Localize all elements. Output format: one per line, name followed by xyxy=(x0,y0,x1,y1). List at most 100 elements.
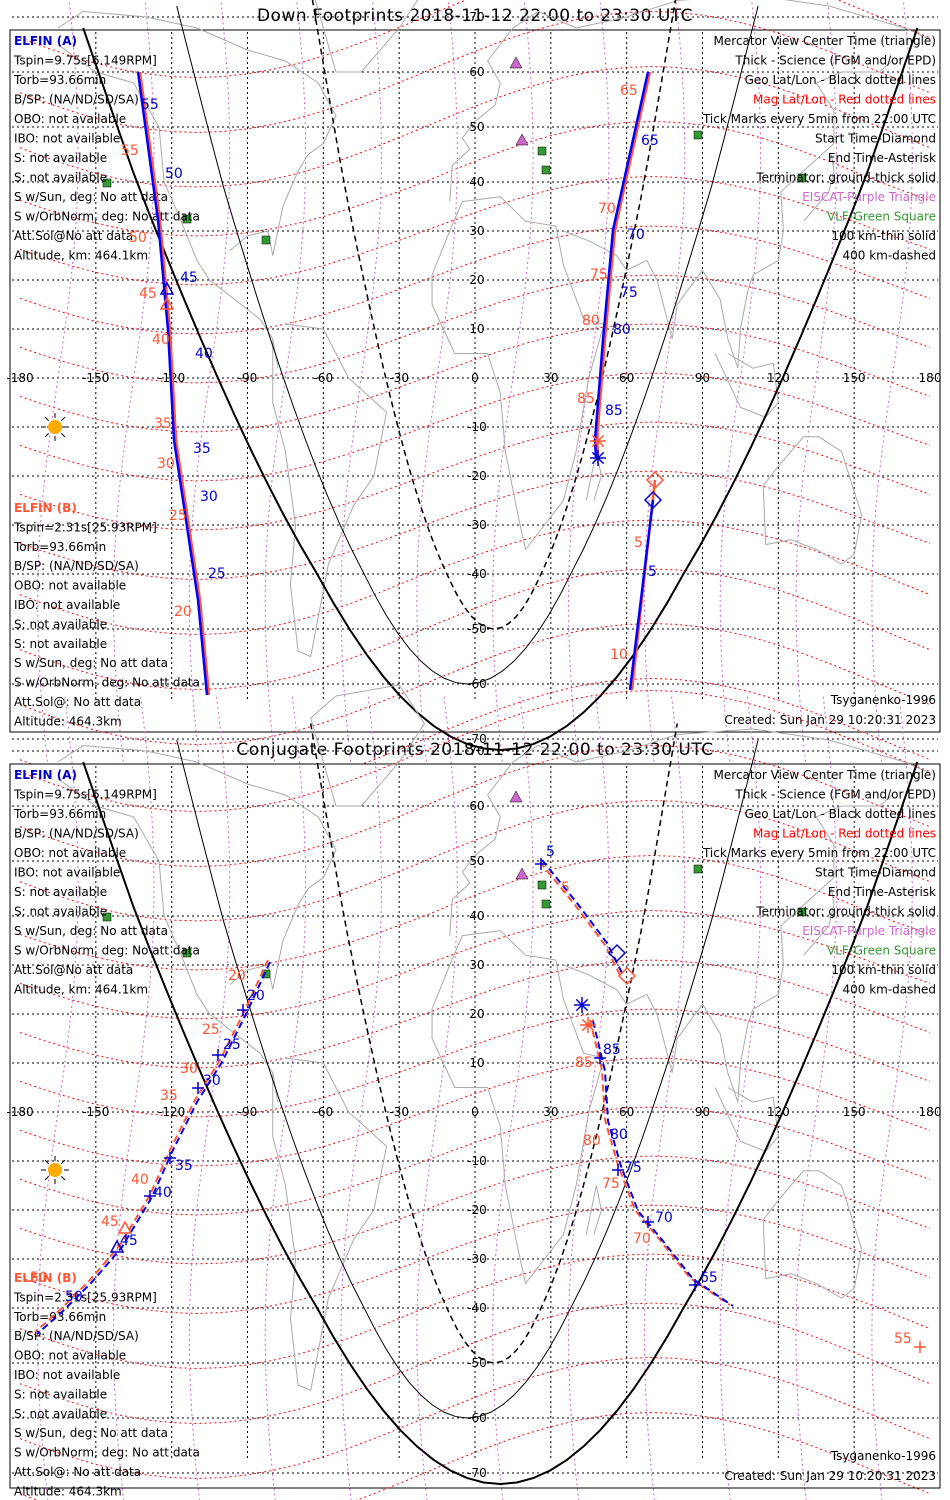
mag-meridian xyxy=(643,695,686,1500)
elfin-b-down-track xyxy=(138,71,211,696)
elfin-a-tick-label: 80 xyxy=(610,1127,628,1143)
sun-ray xyxy=(44,1176,49,1181)
legend-entry: Start Time-Diamond xyxy=(815,132,936,146)
elfin-b-tick-label: 10 xyxy=(610,647,628,663)
elfin-b-info: ELFIN (B) Tspin=2.31s[25.93RPM] Torb=93.66… xyxy=(13,1271,200,1498)
elfin-b-tick-label: 75 xyxy=(590,267,608,283)
end-time-asterisk xyxy=(591,451,605,465)
coastline xyxy=(57,778,279,1103)
legend-entry: Geo Lat/Lon - Black dotted lines xyxy=(745,807,936,821)
elfin-b-tick-label: 25 xyxy=(202,1022,220,1038)
lat-tick-label: -10 xyxy=(467,420,487,434)
elfin-b-info-line: B/SP: (NA/ND/SD/SA) xyxy=(14,1329,139,1343)
elfin-a-tick-label: 85 xyxy=(603,1042,621,1058)
elfin-a-tick-label: 5 xyxy=(546,844,555,860)
elfin-a-tick-label: 30 xyxy=(203,1073,221,1089)
legend-entry: End Time-Asterisk xyxy=(828,151,936,165)
vlf-square-icon xyxy=(541,165,551,175)
vlf-square-icon xyxy=(537,880,547,890)
elfin-b-tick-label: 75 xyxy=(602,1176,620,1192)
elfin-a-info-line: B/SP: (NA/ND/SD/SA) xyxy=(14,827,139,841)
elfin-b-info: ELFIN (B) Tspin=2.31s[25.93RPM] Torb=93.66… xyxy=(13,501,200,728)
elfin-b-tick-label: 40 xyxy=(152,332,170,348)
vlf-square-icon xyxy=(102,178,112,188)
lat-tick-label: 60 xyxy=(469,65,484,79)
elfin-b-tick-label: 20 xyxy=(174,604,192,620)
lat-tick-label: -40 xyxy=(467,567,487,581)
legend-entry: VLF-Green Square xyxy=(827,944,936,958)
legend-entry: Thick - Science (FGM and/or EPD) xyxy=(734,54,936,68)
elfin-b-info-line: S: not available xyxy=(14,617,107,631)
lat-tick-label: -20 xyxy=(467,1203,487,1217)
elfin-b-tick-label: 5 xyxy=(561,880,570,896)
legend-entry: Start Time-Diamond xyxy=(815,866,936,880)
lat-tick-label: 10 xyxy=(469,322,484,336)
sun-ray xyxy=(61,1159,66,1164)
elfin-a-tick-label: 30 xyxy=(200,489,218,505)
down-tracks: 5550454035302555504540353025206570758085… xyxy=(121,71,665,696)
coastline xyxy=(314,0,419,73)
legend-entry: Tick Marks every 5min from 22:00 UTC xyxy=(702,846,936,860)
elfin-a-tick-label: 45 xyxy=(180,270,198,286)
lon-tick-label: 0 xyxy=(471,1105,479,1119)
start-time-diamond xyxy=(617,966,637,986)
elfin-a-tick-label: 20 xyxy=(247,988,265,1004)
mag-parallel xyxy=(19,1008,931,1118)
elfin-b-info-line: S: not available xyxy=(14,1407,107,1421)
mag-parallel xyxy=(19,421,931,531)
sun-ray xyxy=(44,1159,49,1164)
elfin-a-info-line: S w/OrbNorm, deg: No att data xyxy=(14,944,200,958)
elfin-a-info-line: Torb=93.66min xyxy=(13,807,106,821)
lat-tick-label: -60 xyxy=(467,1411,487,1425)
elfin-a-tick-label: 55 xyxy=(141,97,159,113)
start-time-diamond xyxy=(643,490,663,510)
elfin-a-info-line: Att.Sol@No att data xyxy=(14,963,133,977)
lon-tick-label: -90 xyxy=(238,1105,258,1119)
elfin-a-conj-track-se xyxy=(592,1020,734,1307)
coastline xyxy=(310,684,426,807)
lon-tick-label: 150 xyxy=(843,371,866,385)
end-time-asterisk xyxy=(575,998,589,1012)
mag-meridians xyxy=(37,0,913,767)
elfin-a-info-line: OBO: not available xyxy=(14,112,126,126)
elfin-a-info-line: Att.Sol@No att data xyxy=(14,229,133,243)
mag-meridian xyxy=(264,695,307,1500)
mag-parallel xyxy=(19,1204,931,1315)
lon-tick-label: 90 xyxy=(695,371,710,385)
coastline xyxy=(563,60,893,369)
elfin-b-info-line: Altitude: 464.3km xyxy=(14,714,122,728)
legend-entry: EISCAT-Purple Triangle xyxy=(802,924,936,938)
elfin-a-down-track-east xyxy=(593,71,650,459)
legend-entry: Thick - Science (FGM and/or EPD) xyxy=(734,788,936,802)
model-label: Tsyganenko-1996 xyxy=(830,693,936,707)
lon-tick-label: -30 xyxy=(389,1105,409,1119)
elfin-b-info-line: S: not available xyxy=(14,1387,107,1401)
elfin-b-info-line: Torb=93.66min xyxy=(13,1310,106,1324)
elfin-b-header: ELFIN (B) xyxy=(14,501,77,515)
elfin-a-tick-label: 40 xyxy=(195,346,213,362)
lat-tick-label: -20 xyxy=(467,469,487,483)
elfin-a-tick-label: 5 xyxy=(648,564,657,580)
lat-tick-label: 20 xyxy=(469,273,484,287)
lon-tick-label: 120 xyxy=(767,371,790,385)
coastlines xyxy=(57,0,931,658)
eiscat-triangle-icon xyxy=(515,867,529,880)
conjugate-footprint-map: -180 -150 -120 -90 -60 -30 0 30 60 90 120 150 180 70 6… xyxy=(6,684,941,1500)
lat-tick-label: 60 xyxy=(469,799,484,813)
mag-meridian xyxy=(871,0,913,767)
coastline xyxy=(714,353,779,418)
mag-parallel xyxy=(19,1411,931,1500)
elfin-a-header: ELFIN (A) xyxy=(14,768,77,782)
legend-entry: Mercator View Center Time (triangle) xyxy=(714,768,936,782)
lon-tick-label: -180 xyxy=(6,371,33,385)
down-panel-title: Down Footprints 2018-11-12 22:00 to 23:3… xyxy=(256,6,694,26)
legend-entry: 400 km-dashed xyxy=(842,983,936,997)
legend: Mercator View Center Time (triangle) Thic… xyxy=(702,768,936,997)
coastline xyxy=(762,1170,863,1299)
mag-parallel xyxy=(19,689,931,813)
elfin-a-info-line: S w/Sun, deg: No att data xyxy=(14,190,168,204)
elfin-b-tick-label: 40 xyxy=(131,1172,149,1188)
elfin-a-info-line: B/SP: (NA/ND/SD/SA) xyxy=(14,93,139,107)
coastline xyxy=(57,44,279,369)
